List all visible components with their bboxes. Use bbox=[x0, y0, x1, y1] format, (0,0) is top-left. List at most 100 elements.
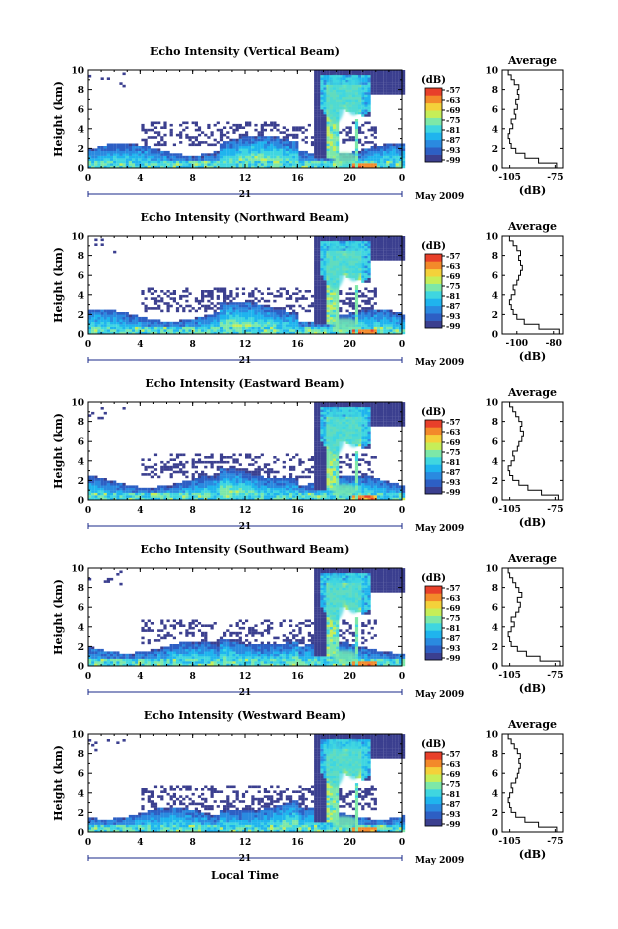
heatmap-cell bbox=[97, 482, 101, 486]
heatmap-cell bbox=[348, 238, 352, 242]
heatmap-cell bbox=[307, 482, 311, 486]
heatmap-cell bbox=[241, 492, 246, 496]
heatmap-cell bbox=[314, 236, 318, 239]
heatmap-cell bbox=[292, 316, 296, 320]
heatmap-cell bbox=[314, 160, 318, 164]
heatmap-cell bbox=[282, 312, 286, 315]
heatmap-cell bbox=[219, 287, 224, 291]
heatmap-cell bbox=[157, 294, 161, 298]
heatmap-cell bbox=[292, 465, 296, 469]
heatmap-cell bbox=[320, 309, 324, 313]
heatmap-cell bbox=[166, 492, 170, 496]
heatmap-cell bbox=[301, 294, 305, 298]
heatmap-cell bbox=[348, 72, 352, 76]
heatmap-cell bbox=[301, 160, 305, 164]
heatmap-cell bbox=[364, 92, 368, 95]
heatmap-cell bbox=[185, 495, 189, 498]
heatmap-cell bbox=[172, 492, 176, 496]
heatmap-cell bbox=[219, 321, 224, 325]
heatmap-cell bbox=[273, 138, 277, 142]
heatmap-cell bbox=[213, 490, 217, 493]
heatmap-cell bbox=[119, 312, 123, 315]
heatmap-cell bbox=[307, 160, 311, 164]
heatmap-cell bbox=[373, 89, 377, 93]
heatmap-cell bbox=[257, 141, 261, 144]
heatmap-cell bbox=[241, 304, 246, 308]
heatmap-cell bbox=[172, 163, 176, 166]
heatmap-cell bbox=[314, 416, 318, 420]
heatmap-cell bbox=[150, 155, 154, 159]
heatmap-cell bbox=[213, 314, 217, 318]
heatmap-cell bbox=[191, 143, 195, 147]
heatmap-cell bbox=[336, 302, 340, 305]
heatmap-cell bbox=[276, 312, 280, 315]
heatmap-cell bbox=[97, 416, 101, 420]
heatmap-cell bbox=[392, 238, 396, 242]
heatmap-cell bbox=[235, 468, 239, 471]
average-y-tick-label: 10 bbox=[485, 67, 498, 77]
heatmap-cell bbox=[257, 456, 261, 459]
heatmap-cell bbox=[310, 302, 315, 305]
heatmap-cell bbox=[320, 280, 324, 283]
heatmap-cell bbox=[317, 473, 321, 476]
heatmap-cell bbox=[270, 158, 274, 161]
heatmap-cell bbox=[226, 307, 230, 310]
heatmap-cell bbox=[358, 243, 362, 246]
heatmap-cell bbox=[389, 326, 393, 330]
heatmap-cell bbox=[354, 482, 359, 486]
heatmap-cell bbox=[345, 453, 349, 457]
heatmap-cell bbox=[210, 495, 214, 498]
heatmap-cell bbox=[153, 307, 158, 310]
heatmap-cell bbox=[157, 141, 161, 144]
heatmap-cell bbox=[223, 133, 227, 137]
heatmap-cell bbox=[232, 490, 236, 493]
heatmap-cell bbox=[298, 297, 302, 300]
heatmap-cell bbox=[144, 143, 148, 147]
heatmap-cell bbox=[289, 148, 293, 151]
heatmap-cell bbox=[301, 126, 305, 129]
heatmap-cell bbox=[367, 160, 371, 164]
heatmap-cell bbox=[254, 319, 258, 322]
heatmap-cell bbox=[100, 163, 104, 166]
heatmap-cell bbox=[342, 331, 346, 335]
heatmap-cell bbox=[260, 468, 264, 471]
heatmap-cell bbox=[172, 490, 176, 493]
heatmap-cell bbox=[163, 487, 167, 491]
heatmap-cell bbox=[314, 307, 318, 310]
heatmap-cell bbox=[320, 119, 324, 122]
heatmap-cell bbox=[376, 153, 381, 156]
heatmap-cell bbox=[395, 321, 399, 325]
heatmap-cell bbox=[383, 89, 387, 93]
heatmap-cell bbox=[320, 475, 324, 479]
heatmap-cell bbox=[103, 165, 107, 169]
heatmap-cell bbox=[132, 150, 136, 154]
heatmap-cell bbox=[260, 324, 264, 327]
heatmap-cell bbox=[223, 299, 227, 303]
heatmap-cell bbox=[144, 138, 148, 142]
heatmap-cell bbox=[241, 302, 246, 305]
heatmap-cell bbox=[317, 468, 321, 471]
heatmap-cell bbox=[351, 314, 355, 318]
heatmap-cell bbox=[216, 155, 220, 159]
heatmap-cell bbox=[367, 253, 371, 256]
heatmap-cell bbox=[329, 236, 333, 239]
heatmap-cell bbox=[317, 287, 321, 291]
heatmap-cell bbox=[169, 304, 173, 308]
heatmap-cell bbox=[345, 74, 349, 78]
heatmap-cell bbox=[351, 307, 355, 310]
heatmap-cell bbox=[367, 84, 371, 88]
heatmap-cell bbox=[219, 131, 224, 134]
heatmap-cell bbox=[267, 475, 271, 479]
heatmap-cell bbox=[380, 324, 384, 327]
heatmap-cell bbox=[323, 316, 327, 320]
heatmap-cell bbox=[320, 106, 324, 110]
heatmap-cell bbox=[91, 319, 95, 322]
heatmap-cell bbox=[317, 84, 321, 88]
average-title: Average bbox=[507, 220, 557, 233]
heatmap-cell bbox=[398, 84, 403, 88]
heatmap-cell bbox=[289, 487, 293, 491]
heatmap-cell bbox=[226, 480, 230, 484]
heatmap-cell bbox=[210, 329, 214, 332]
heatmap-cell bbox=[323, 416, 327, 420]
heatmap-cell bbox=[100, 495, 104, 498]
